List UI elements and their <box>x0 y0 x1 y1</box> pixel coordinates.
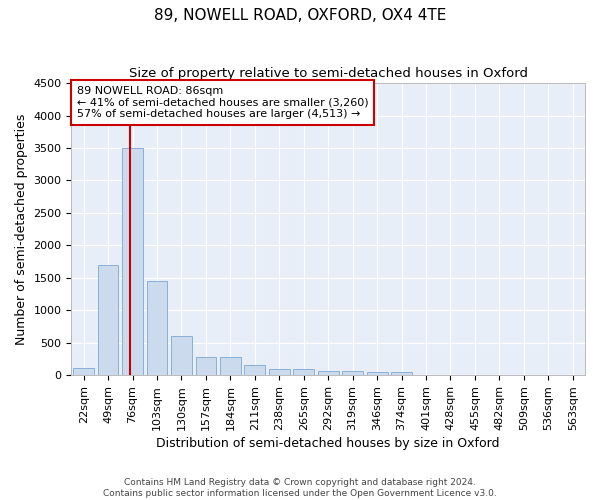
Bar <box>146 281 167 375</box>
Bar <box>293 370 314 375</box>
X-axis label: Distribution of semi-detached houses by size in Oxford: Distribution of semi-detached houses by … <box>157 437 500 450</box>
Title: Size of property relative to semi-detached houses in Oxford: Size of property relative to semi-detach… <box>129 68 528 80</box>
Text: 89, NOWELL ROAD, OXFORD, OX4 4TE: 89, NOWELL ROAD, OXFORD, OX4 4TE <box>154 8 446 22</box>
Text: Contains HM Land Registry data © Crown copyright and database right 2024.
Contai: Contains HM Land Registry data © Crown c… <box>103 478 497 498</box>
Bar <box>171 336 192 375</box>
Bar <box>98 265 118 375</box>
Bar <box>367 372 388 375</box>
Bar <box>416 374 436 375</box>
Bar <box>391 372 412 375</box>
Bar <box>73 368 94 375</box>
Bar <box>318 370 338 375</box>
Bar <box>196 357 217 375</box>
Bar <box>122 148 143 375</box>
Text: 89 NOWELL ROAD: 86sqm
← 41% of semi-detached houses are smaller (3,260)
57% of s: 89 NOWELL ROAD: 86sqm ← 41% of semi-deta… <box>77 86 368 119</box>
Bar <box>244 366 265 375</box>
Y-axis label: Number of semi-detached properties: Number of semi-detached properties <box>15 114 28 345</box>
Bar <box>342 372 363 375</box>
Bar <box>220 357 241 375</box>
Bar <box>269 368 290 375</box>
